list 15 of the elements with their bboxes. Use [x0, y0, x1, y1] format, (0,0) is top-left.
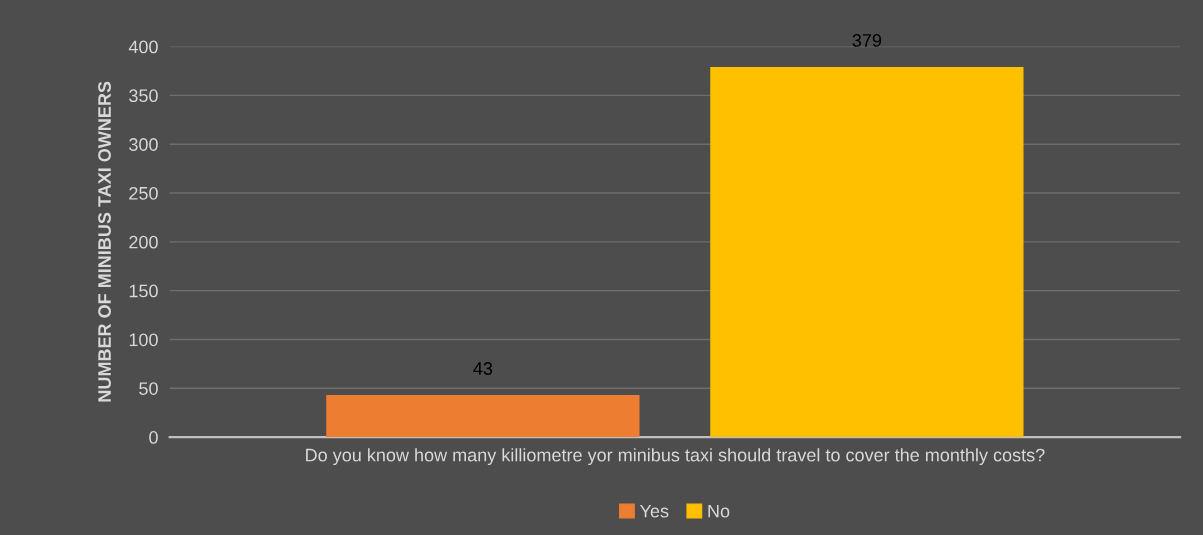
y-tick-label: 350: [129, 89, 158, 103]
y-tick-label: 0: [149, 431, 158, 444]
y-tick-label: 200: [129, 235, 158, 249]
legend-label: Yes: [639, 504, 669, 518]
y-tick-label: 300: [129, 138, 158, 151]
data-label: 379: [852, 34, 882, 47]
x-tick-label: Do you know how many killiometre yor minibus taxi should travel to cover the monthly costs?: [306, 448, 1045, 466]
y-tick-label: 150: [129, 284, 158, 298]
y-tick-label: 100: [129, 333, 158, 347]
y-tick-label: 250: [129, 186, 158, 200]
y-axis-title: NUMBER OF MINIBUS TAXI OWNERS: [98, 81, 111, 402]
y-tick-label: 400: [128, 40, 158, 54]
y-tick-label: 50: [139, 382, 158, 395]
data-label: 43: [473, 362, 493, 375]
legend-label: No: [708, 504, 730, 518]
